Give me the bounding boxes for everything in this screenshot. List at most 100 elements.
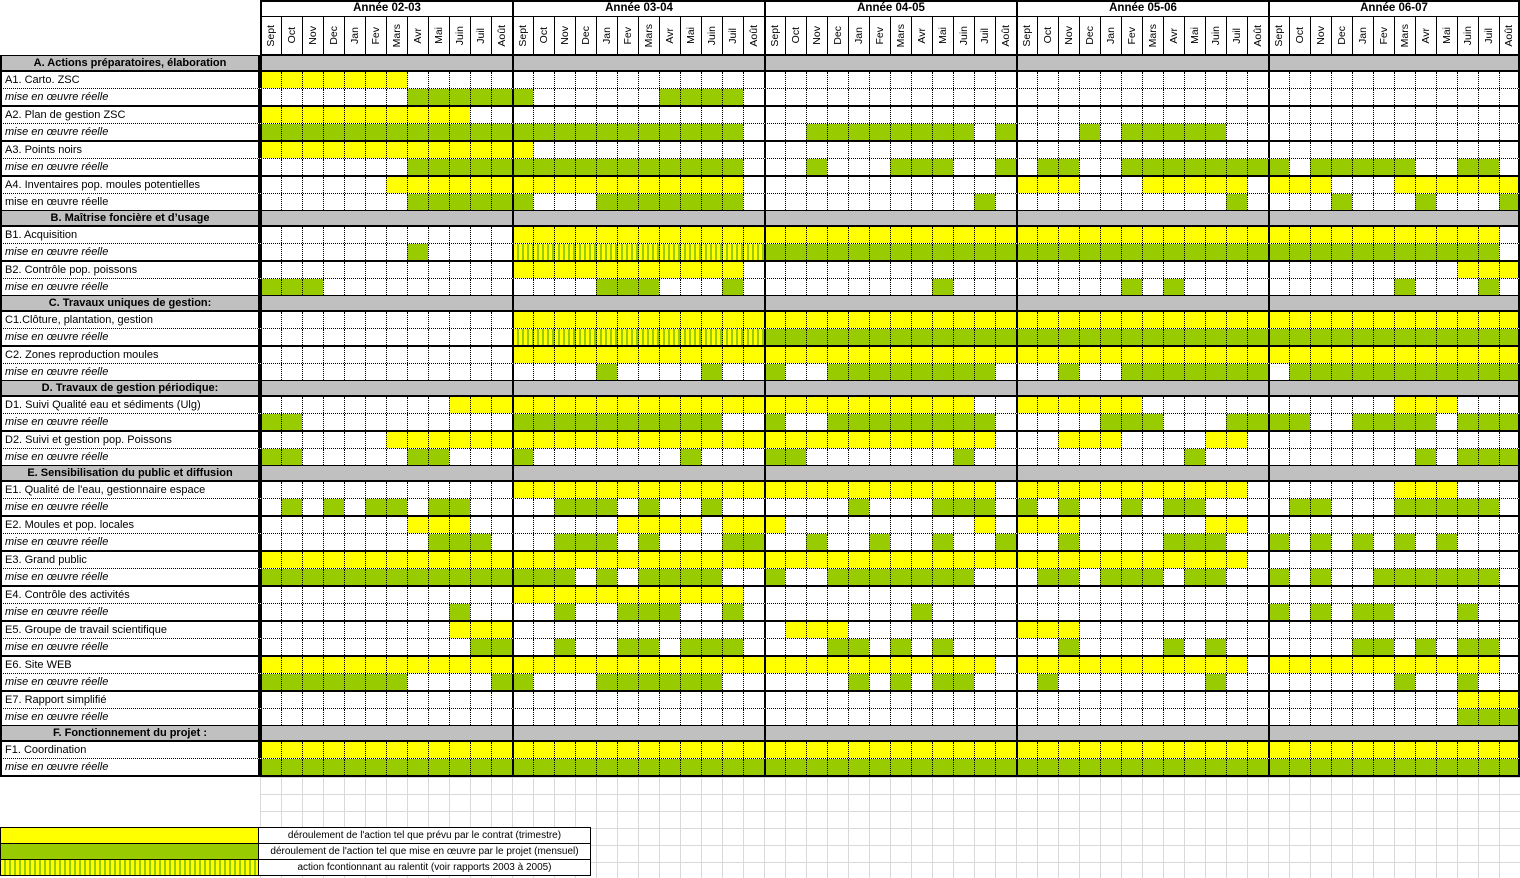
grid-cell (617, 107, 638, 123)
grid-cell (974, 742, 995, 758)
grid-cell (932, 159, 953, 175)
grid-cell (1373, 499, 1394, 515)
grid-cell (1016, 587, 1037, 603)
grid-cell (995, 227, 1016, 243)
grid-cell (512, 89, 533, 105)
grid-cell (1499, 414, 1520, 430)
grid-cell (1058, 244, 1079, 260)
grid-cell (827, 534, 848, 550)
month-label: Juil (1230, 27, 1243, 44)
grid-cell (512, 364, 533, 380)
grid-cell (1478, 759, 1499, 775)
grid-cell (785, 534, 806, 550)
row-label: mise en œuvre réelle (0, 329, 260, 345)
grid-cell (1415, 742, 1436, 758)
grid-cell (680, 692, 701, 708)
grid-cell (764, 397, 785, 413)
grid-cell (743, 742, 764, 758)
grid-cell (1016, 107, 1037, 123)
month-header: Dec (1331, 17, 1352, 55)
grid-cell (1478, 432, 1499, 448)
grid-cell (407, 107, 428, 123)
grid-cell (743, 312, 764, 328)
grid-cell (638, 227, 659, 243)
grid-cell (1310, 709, 1331, 725)
grid-cell (1079, 227, 1100, 243)
grid-cell (1247, 312, 1268, 328)
grid-cell (659, 89, 680, 105)
grid-cell (596, 432, 617, 448)
grid-cell (428, 657, 449, 673)
grid-cell (386, 499, 407, 515)
grid-cell (1457, 107, 1478, 123)
grid-cell (1226, 517, 1247, 533)
row-label: mise en œuvre réelle (0, 89, 260, 105)
grid-cell (722, 622, 743, 638)
section-band (260, 381, 512, 395)
grid-cell (1415, 279, 1436, 295)
grid-cell (1142, 709, 1163, 725)
grid-cell (1121, 587, 1142, 603)
grid-cell (1352, 569, 1373, 585)
grid-cell (1226, 414, 1247, 430)
grid-cell (428, 587, 449, 603)
grid-cell (1268, 159, 1289, 175)
grid-cell (1226, 569, 1247, 585)
month-header: Juin (1205, 17, 1226, 55)
grid-cell (911, 142, 932, 158)
grid-cell (1058, 279, 1079, 295)
grid-cell (407, 312, 428, 328)
grid-cell (1121, 759, 1142, 775)
grid-cell (764, 227, 785, 243)
grid-cell (512, 709, 533, 725)
grid-cell (281, 482, 302, 498)
grid-cell (869, 414, 890, 430)
grid-cell (827, 244, 848, 260)
grid-cell (1394, 72, 1415, 88)
grid-cell (260, 72, 281, 88)
grid-cell (260, 759, 281, 775)
grid-cell (1373, 312, 1394, 328)
grid-cell (743, 72, 764, 88)
grid-cell (911, 262, 932, 278)
grid-cell (764, 72, 785, 88)
section-header-row: A. Actions préparatoires, élaboration (0, 55, 1520, 71)
grid-cell (302, 692, 323, 708)
grid-cell (1205, 432, 1226, 448)
grid-cell (995, 657, 1016, 673)
grid-cell (974, 587, 995, 603)
grid-cell (953, 692, 974, 708)
grid-cell (1436, 742, 1457, 758)
grid-cell (1457, 657, 1478, 673)
grid-cell (806, 517, 827, 533)
grid-cell (974, 534, 995, 550)
grid-cell (323, 742, 344, 758)
grid-cell (806, 279, 827, 295)
grid-cell (827, 569, 848, 585)
grid-cell (1415, 89, 1436, 105)
grid-cell (1079, 279, 1100, 295)
grid-cell (1100, 622, 1121, 638)
grid-cell (554, 124, 575, 140)
grid-cell (491, 499, 512, 515)
grid-cell (701, 742, 722, 758)
grid-cell (1142, 194, 1163, 210)
grid-cell (344, 89, 365, 105)
grid-cell (911, 534, 932, 550)
grid-cell (1226, 604, 1247, 620)
grid-cell (449, 177, 470, 193)
grid-cell (1037, 194, 1058, 210)
month-header: Sept (1268, 17, 1289, 55)
action-row: E2. Moules et pop. locales (0, 515, 1520, 533)
grid-cell (995, 709, 1016, 725)
grid-cell (1121, 482, 1142, 498)
grid-cell (1415, 622, 1436, 638)
grid-cell (1037, 499, 1058, 515)
section-band (764, 466, 1016, 480)
grid-cell (1226, 397, 1247, 413)
month-header: Avr (659, 17, 680, 55)
grid-cell (1478, 262, 1499, 278)
month-label: Juin (1209, 25, 1222, 46)
grid-cell (281, 432, 302, 448)
grid-cell (1037, 329, 1058, 345)
